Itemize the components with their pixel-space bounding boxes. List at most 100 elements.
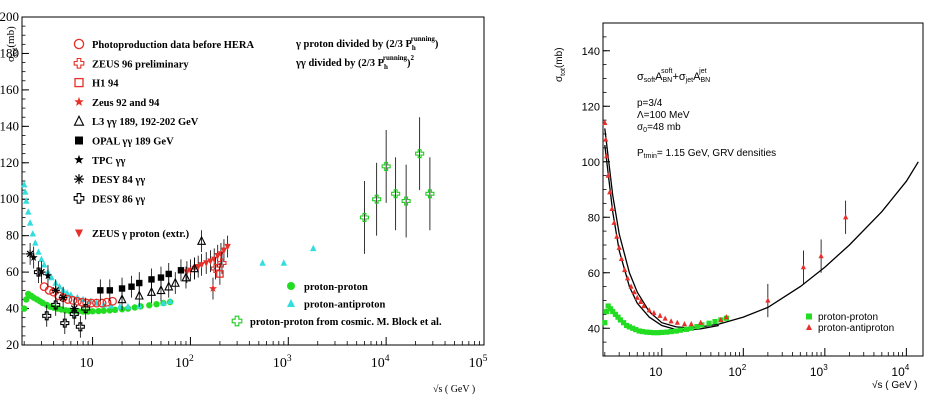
- data-point: [636, 328, 642, 334]
- data-point: [69, 309, 79, 319]
- data-point: [359, 212, 369, 222]
- x-tick-label: 102: [728, 363, 746, 379]
- left-data-marks: [20, 117, 435, 338]
- data-point: [668, 328, 674, 335]
- y-tick-label: 100: [0, 191, 19, 206]
- data-point: [673, 328, 679, 334]
- legend-label: proton-proton: [304, 282, 368, 293]
- data-point: [51, 286, 60, 295]
- y-tick-label: 100: [582, 157, 600, 169]
- x-tick-label: 103: [273, 354, 292, 371]
- data-point: [603, 136, 609, 142]
- data-point: [723, 314, 729, 320]
- data-point: [605, 172, 611, 178]
- y-tick-label: 120: [0, 155, 19, 170]
- data-point: [224, 243, 231, 251]
- data-point: [643, 329, 650, 335]
- data-point: [92, 298, 102, 308]
- scaling-note-line: γγ divided by (2/3 Phrunning)2: [295, 54, 415, 71]
- data-point: [706, 320, 712, 326]
- data-point: [623, 322, 630, 329]
- legend-entry: TPC γγ: [74, 154, 126, 167]
- data-point: [164, 281, 174, 291]
- data-point: [611, 219, 617, 225]
- y-tick-label: 200: [0, 9, 19, 24]
- data-point: [659, 329, 665, 336]
- data-point: [614, 233, 620, 239]
- legend-label: Photoproduction data before HERA: [92, 40, 254, 51]
- data-point: [674, 319, 680, 325]
- legend-entry: proton-proton: [287, 282, 368, 293]
- legend-label: proton-antiproton: [304, 300, 385, 311]
- model-p-value: p=3/4: [637, 98, 663, 109]
- data-point: [23, 296, 30, 303]
- data-point: [106, 307, 114, 314]
- legend-entry: Photoproduction data before HERA: [73, 38, 254, 51]
- data-point: [72, 296, 82, 306]
- data-point: [616, 244, 622, 250]
- data-point: [615, 314, 621, 320]
- data-point: [626, 324, 632, 330]
- data-point: [639, 328, 646, 335]
- data-point: [160, 299, 167, 306]
- data-point: [33, 267, 44, 277]
- data-point: [818, 253, 824, 259]
- data-point: [624, 275, 631, 281]
- data-point: [136, 279, 143, 287]
- data-point: [86, 298, 96, 308]
- y-tick-label: 160: [0, 82, 19, 97]
- data-point: [381, 161, 391, 171]
- data-point: [641, 302, 647, 309]
- data-point: [131, 304, 138, 311]
- legend-entry: Zeus 92 and 94: [74, 96, 160, 109]
- data-point: [391, 189, 401, 199]
- right-data-marks: [602, 119, 849, 336]
- y-tick-label: 40: [6, 301, 19, 316]
- legend-label: OPAL γγ 189 GeV: [92, 137, 174, 148]
- data-point: [108, 296, 118, 306]
- data-point: [156, 284, 166, 295]
- data-point: [217, 258, 227, 268]
- data-point: [694, 323, 700, 330]
- data-point: [153, 300, 160, 308]
- scaling-note-line: γ proton divided by (2/3 Phrunning): [295, 35, 439, 52]
- legend-entry: proton-antiproton: [806, 323, 894, 334]
- data-point: [651, 309, 657, 316]
- y-tick-label: 120: [582, 101, 600, 113]
- data-point: [100, 307, 107, 314]
- legend-marker: [287, 282, 295, 290]
- data-point: [40, 261, 48, 268]
- data-point: [699, 322, 705, 328]
- model-curve-pbarp: [604, 145, 719, 331]
- data-point: [25, 249, 35, 259]
- y-tick-label: 140: [0, 118, 19, 133]
- x-tick-label: 105: [469, 354, 488, 371]
- right-chart: 40 60 80 100 120 140 10 102 103 104 σtot(mb) √s …: [554, 22, 924, 391]
- data-point: [800, 264, 807, 270]
- left-legend-zeus-extr: ZEUS γ proton (extr.): [75, 229, 190, 240]
- data-point: [203, 260, 210, 267]
- data-point: [765, 297, 771, 303]
- legend-marker: [806, 324, 812, 330]
- data-point: [602, 320, 608, 326]
- data-point: [81, 304, 91, 314]
- legend-marker: [231, 315, 243, 327]
- data-point: [97, 298, 107, 308]
- data-point: [220, 247, 228, 254]
- right-y-ticks: 40 60 80 100 120 140: [582, 22, 610, 357]
- data-point: [634, 294, 640, 300]
- legend-marker: [73, 38, 85, 50]
- legend-marker: [73, 193, 85, 204]
- data-point: [20, 180, 28, 188]
- data-point: [157, 274, 165, 281]
- legend-marker: [73, 114, 85, 126]
- data-point: [621, 320, 627, 326]
- legend-label: Zeus 92 and 94: [92, 98, 160, 109]
- legend-label: proton-antiproton: [818, 323, 894, 334]
- left-legend-bottom: proton-proton proton-antiproton proton-pro…: [231, 282, 442, 328]
- data-point: [189, 263, 200, 273]
- legend-label: DESY 86 γγ: [92, 194, 145, 205]
